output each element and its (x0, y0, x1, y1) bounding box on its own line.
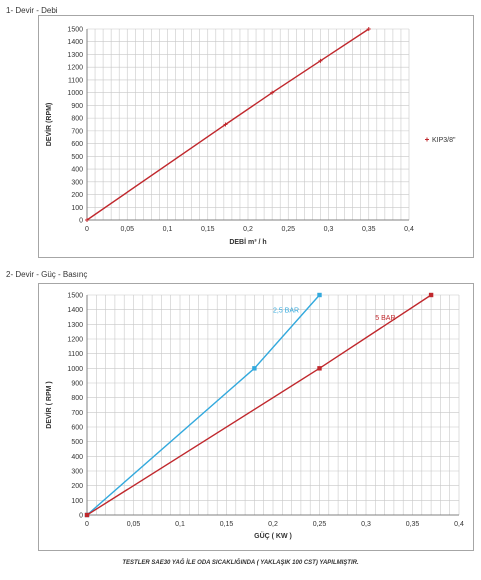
y-tick-label: 1100 (68, 77, 83, 84)
y-tick-label: 200 (71, 192, 83, 199)
x-tick-label: 0,15 (220, 521, 234, 528)
data-point-marker (252, 366, 257, 371)
chart-2-svg: 0 100 200 300 400 500 600 700 800 900 1000 1100 1200… (45, 292, 464, 541)
x-tick-label: 0 (85, 226, 89, 233)
legend-entry: KIP3/8" (432, 137, 456, 144)
y-tick-label: 1000 (67, 90, 83, 97)
x-tick-label: 0,35 (406, 521, 420, 528)
data-point-marker (428, 292, 434, 298)
y-tick-label: 400 (71, 454, 83, 461)
y-tick-label: 900 (71, 103, 83, 110)
footnote: TESTLER SAE30 YAĞ İLE ODA SICAKLIĞINDA (… (122, 560, 359, 566)
x-axis-title: DEBİ m³ / h (229, 238, 266, 246)
x-tick-label: 0,4 (404, 226, 414, 233)
x-tick-label: 0,3 (324, 226, 334, 233)
x-tick-label: 0,2 (268, 521, 278, 528)
data-point-marker (317, 292, 322, 298)
y-tick-label: 600 (71, 425, 83, 432)
series-label: 2,5 BAR (273, 308, 299, 315)
x-tick-label: 0,1 (163, 226, 173, 233)
x-tick-label: 0 (85, 521, 89, 528)
x-tick-label: 0,25 (281, 226, 295, 233)
x-tick-label: 0,2 (243, 226, 253, 233)
chart-1-svg: 0 100 200 300 400 500 600 700 800 900 1000 1100 1200… (45, 27, 456, 247)
y-tick-label: 500 (71, 154, 83, 161)
data-point-marker (317, 366, 322, 371)
y-tick-label: 0 (79, 513, 83, 520)
data-point-marker (84, 512, 90, 518)
y-tick-label: 700 (71, 410, 83, 417)
y-tick-label: 300 (71, 179, 83, 186)
y-tick-label: 300 (71, 469, 83, 476)
section-1-title: 1- Devir - Debi (6, 6, 58, 15)
x-tick-label: 0,1 (175, 521, 185, 528)
y-tick-label: 500 (71, 439, 83, 446)
x-tick-label: 0,3 (361, 521, 371, 528)
y-tick-label: 1200 (67, 337, 83, 344)
x-tick-label: 0,25 (313, 521, 327, 528)
y-tick-label: 200 (71, 483, 83, 490)
y-tick-label: 1500 (67, 293, 83, 300)
series-line (86, 294, 432, 516)
y-tick-label: 1400 (67, 307, 83, 314)
y-tick-label: 0 (79, 218, 83, 225)
y-tick-label: 900 (71, 381, 83, 388)
y-tick-label: 1300 (67, 322, 83, 329)
chart-1-frame: 0 100 200 300 400 500 600 700 800 900 1000 1100 1200… (38, 15, 474, 258)
section-2-title: 2- Devir - Güç - Basınç (6, 270, 88, 279)
y-tick-label: 100 (71, 205, 83, 212)
y-tick-label: 1300 (67, 52, 83, 59)
y-tick-label: 800 (71, 395, 83, 402)
x-tick-label: 0,4 (454, 521, 464, 528)
x-tick-label: 0,35 (362, 226, 376, 233)
y-tick-label: 1200 (67, 65, 83, 72)
x-axis-title: GÜÇ ( KW ) (254, 531, 292, 540)
y-axis-title: DEVİR (RPM) (45, 103, 53, 147)
chart-2-frame: 0 100 200 300 400 500 600 700 800 900 1000 1100 1200… (38, 283, 474, 551)
y-tick-label: 600 (71, 141, 83, 148)
series-line (86, 294, 321, 516)
y-tick-label: 1100 (68, 351, 83, 358)
x-tick-label: 0,05 (127, 521, 141, 528)
y-tick-label: 100 (71, 498, 83, 505)
y-tick-label: 400 (71, 167, 83, 174)
series-label: 5 BAR (375, 315, 395, 322)
x-tick-label: 0,05 (120, 226, 134, 233)
y-tick-label: 1500 (67, 27, 83, 34)
x-tick-label: 0,15 (201, 226, 215, 233)
y-tick-label: 700 (71, 128, 83, 135)
y-tick-label: 1000 (67, 366, 83, 373)
y-axis-title: DEVİR ( RPM ) (45, 381, 53, 428)
y-tick-label: 1400 (67, 39, 83, 46)
y-tick-label: 800 (71, 116, 83, 123)
series-line (86, 28, 370, 221)
